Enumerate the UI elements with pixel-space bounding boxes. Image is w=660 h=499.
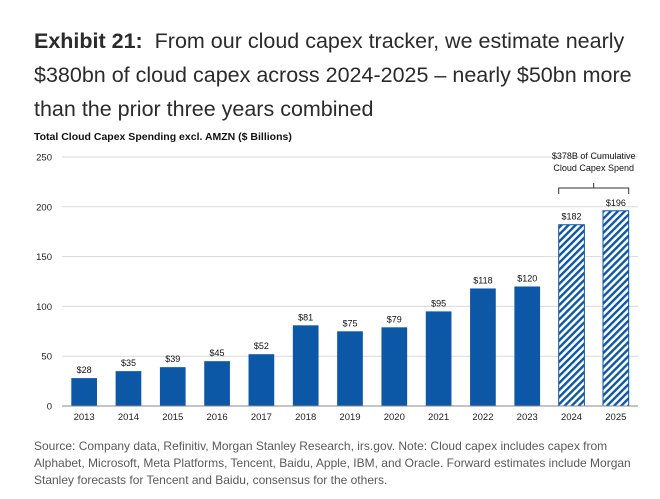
x-tick-label: 2017 bbox=[251, 412, 272, 423]
data-label-2019: $75 bbox=[342, 318, 357, 328]
chart-title: Total Cloud Capex Spending excl. AMZN ($… bbox=[34, 131, 292, 143]
data-label-2025: $196 bbox=[606, 198, 626, 208]
x-tick-label: 2019 bbox=[339, 412, 360, 423]
annotation-line1: $378B of Cumulative bbox=[552, 151, 636, 161]
data-label-2014: $35 bbox=[121, 358, 136, 368]
annotation: $378B of Cumulative Cloud Capex Spend bbox=[552, 151, 636, 194]
bar-2013 bbox=[71, 378, 98, 406]
data-label-2021: $95 bbox=[431, 298, 446, 308]
data-label-2013: $28 bbox=[77, 365, 92, 375]
y-tick-label: 100 bbox=[36, 302, 52, 313]
x-tick-label: 2018 bbox=[295, 412, 316, 423]
data-label-2020: $79 bbox=[387, 314, 402, 324]
x-tick-label: 2015 bbox=[162, 412, 183, 423]
bar-2022 bbox=[470, 288, 496, 406]
bar-2025 bbox=[602, 210, 630, 407]
x-tick-label: 2021 bbox=[428, 412, 449, 423]
page-headline: Exhibit 21: From our cloud capex tracker… bbox=[34, 24, 644, 126]
bars bbox=[71, 210, 630, 407]
data-label-2022: $118 bbox=[473, 275, 492, 285]
y-tick-label: 250 bbox=[36, 153, 52, 164]
data-label-2018: $81 bbox=[298, 312, 313, 322]
data-label-2016: $45 bbox=[210, 348, 225, 358]
data-label-2023: $120 bbox=[517, 273, 537, 283]
bar-2019 bbox=[337, 331, 363, 406]
gridlines bbox=[62, 156, 638, 357]
bar-2014 bbox=[115, 371, 142, 406]
x-tick-label: 2025 bbox=[605, 412, 626, 423]
bar-chart: $28 $35 $39 $45 $52 $81 $75 $79 $95 $118 $120 $182 $… bbox=[36, 151, 638, 423]
bar-2021 bbox=[425, 311, 452, 406]
headline-text: From our cloud capex tracker, we estimat… bbox=[34, 29, 632, 121]
data-label-2024: $182 bbox=[562, 212, 582, 222]
bar-2018 bbox=[292, 325, 319, 406]
annotation-line2: Cloud Capex Spend bbox=[553, 163, 634, 173]
x-tick-label: 2013 bbox=[74, 412, 95, 423]
bar-2023 bbox=[514, 286, 541, 406]
exhibit-number: Exhibit 21: bbox=[34, 29, 143, 53]
data-label-2015: $39 bbox=[165, 354, 180, 364]
annotation-bracket bbox=[558, 183, 630, 194]
x-tick-label: 2022 bbox=[472, 412, 493, 423]
x-tick-label: 2020 bbox=[384, 412, 405, 423]
bar-2017 bbox=[248, 354, 275, 406]
y-tick-label: 0 bbox=[47, 402, 52, 413]
y-tick-label: 200 bbox=[36, 202, 52, 213]
x-tick-label: 2016 bbox=[207, 412, 228, 423]
y-tick-label: 50 bbox=[41, 352, 52, 363]
bar-2020 bbox=[381, 327, 408, 406]
x-tick-label: 2023 bbox=[517, 412, 538, 423]
axes: 0 50 100 150 200 250 2013 2014 2015 2016 2017 2018 2… bbox=[36, 153, 638, 423]
data-label-2017: $52 bbox=[254, 341, 269, 351]
source-note: Source: Company data, Refinitiv, Morgan … bbox=[34, 439, 631, 487]
y-tick-label: 150 bbox=[36, 252, 52, 263]
x-tick-label: 2014 bbox=[118, 412, 139, 423]
bar-2016 bbox=[204, 361, 230, 406]
bar-2015 bbox=[159, 367, 186, 406]
x-tick-label: 2024 bbox=[561, 412, 582, 423]
bar-2024 bbox=[558, 224, 585, 407]
data-labels: $28 $35 $39 $45 $52 $81 $75 $79 $95 $118 $120 $182 $… bbox=[77, 198, 626, 375]
